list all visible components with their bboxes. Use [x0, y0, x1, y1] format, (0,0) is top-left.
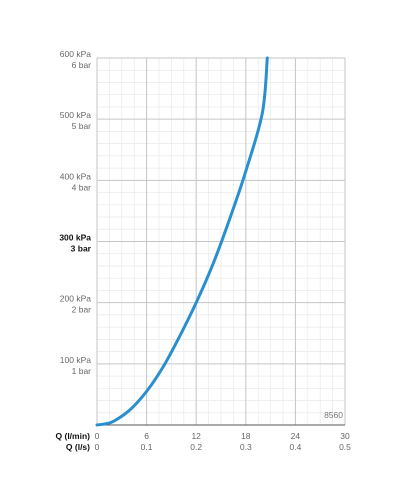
x-tick-label-ls: 0 — [95, 442, 100, 452]
x-tick-label-lmin: 18 — [241, 431, 251, 441]
x-axis-title-ls: Q (l/s) — [66, 442, 90, 452]
y-tick-label-bar: 6 bar — [72, 60, 92, 70]
y-tick-label-bar: 4 bar — [72, 182, 92, 192]
y-tick-label-kpa: 400 kPa — [60, 171, 91, 181]
y-tick-label-kpa: 500 kPa — [60, 110, 91, 120]
x-tick-label-lmin: 30 — [340, 431, 350, 441]
y-tick-label-kpa: 300 kPa — [59, 233, 91, 243]
y-tick-label-kpa: 100 kPa — [60, 355, 91, 365]
x-tick-label-ls: 0.5 — [339, 442, 351, 452]
x-tick-label-lmin: 0 — [95, 431, 100, 441]
x-tick-label-lmin: 6 — [144, 431, 149, 441]
x-tick-label-ls: 0.3 — [240, 442, 252, 452]
y-tick-label-bar: 5 bar — [72, 121, 92, 131]
x-tick-label-ls: 0.4 — [289, 442, 301, 452]
x-tick-label-lmin: 24 — [291, 431, 301, 441]
y-tick-label-bar: 1 bar — [72, 366, 92, 376]
chart-code-annotation: 8560 — [324, 410, 343, 420]
series-curve — [95, 56, 269, 427]
x-tick-label-lmin: 12 — [191, 431, 201, 441]
x-tick-label-ls: 0.2 — [190, 442, 202, 452]
x-axis-title-lmin: Q (l/min) — [56, 431, 91, 441]
y-tick-label-kpa: 600 kPa — [60, 49, 91, 59]
x-tick-label-ls: 0.1 — [141, 442, 153, 452]
x-axis-labels: Q (l/min)Q (l/s) 0 6 12 18 24 30 0 0.1 0.2 0.3 0.4 0… — [56, 431, 352, 452]
major-gridlines — [96, 57, 346, 426]
y-tick-label-kpa: 200 kPa — [60, 294, 91, 304]
y-tick-label-bar: 3 bar — [71, 244, 92, 254]
y-tick-label-bar: 2 bar — [72, 305, 92, 315]
